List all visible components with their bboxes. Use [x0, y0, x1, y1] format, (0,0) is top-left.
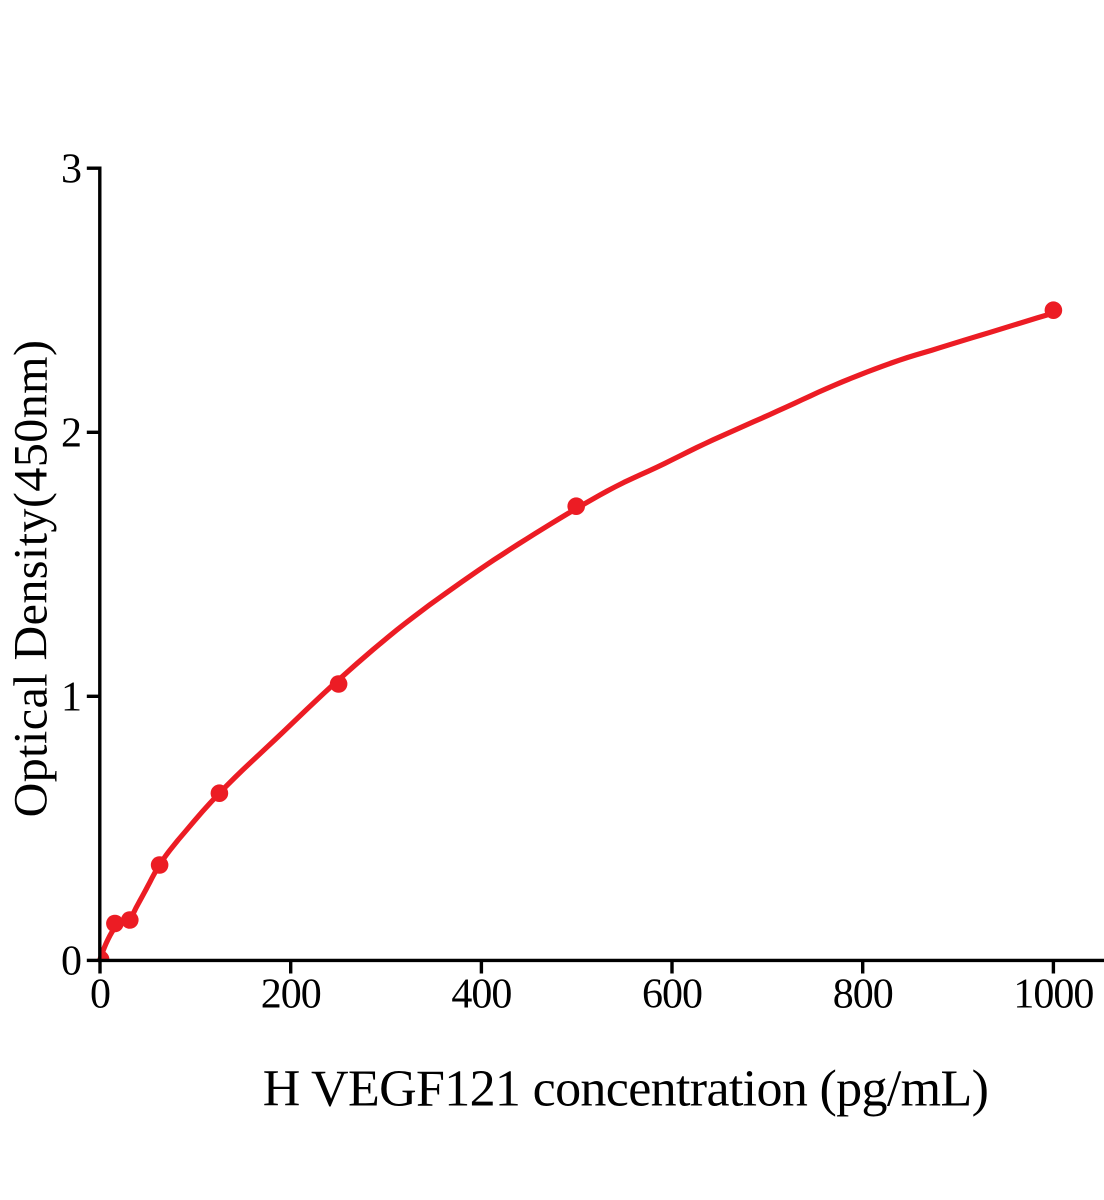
svg-text:600: 600 — [642, 972, 702, 1018]
svg-text:H VEGF121 concentration (pg/mL: H VEGF121 concentration (pg/mL) — [263, 1061, 989, 1118]
svg-text:0: 0 — [90, 972, 110, 1018]
svg-text:1000: 1000 — [1013, 972, 1093, 1018]
svg-text:200: 200 — [261, 972, 321, 1018]
svg-text:2: 2 — [61, 411, 82, 457]
svg-text:400: 400 — [451, 972, 511, 1018]
svg-text:Optical Density(450nm): Optical Density(450nm) — [4, 340, 57, 818]
svg-text:0: 0 — [61, 939, 82, 985]
svg-text:800: 800 — [833, 972, 893, 1018]
svg-text:3: 3 — [61, 147, 82, 193]
svg-text:1: 1 — [61, 675, 82, 721]
